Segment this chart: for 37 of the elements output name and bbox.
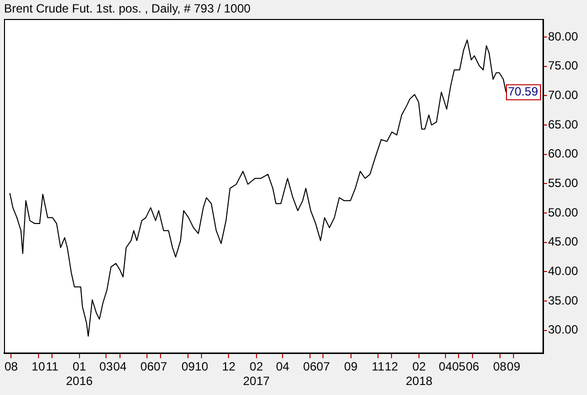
x-tick-label: 02 2018 <box>406 360 433 388</box>
y-tick-label: 75.00 <box>548 58 578 73</box>
y-tick-label: 70.00 <box>548 88 578 102</box>
x-tick-label: 07 <box>316 360 330 374</box>
x-tick-label: 10 <box>194 360 208 374</box>
x-tick-label: 08 <box>493 360 507 374</box>
x-tick-label: 04 <box>276 360 290 374</box>
x-tick-label: 11 <box>46 360 59 374</box>
x-tick-label: 02 2017 <box>242 360 270 388</box>
x-tick-label: 05 <box>452 360 466 374</box>
x-tick-label: 09 <box>506 360 521 374</box>
x-tick-label: 01 2016 <box>66 360 94 388</box>
x-tick-label: 09 <box>181 360 196 374</box>
x-tick-label: 09 <box>344 360 358 374</box>
y-tick-label: 35.00 <box>548 293 578 308</box>
x-tick-label: 03 <box>99 360 114 374</box>
y-tick-label: 55.00 <box>548 176 578 190</box>
y-tick-label: 45.00 <box>548 234 578 249</box>
x-tick-label: 06 <box>140 360 154 374</box>
x-tick-label: 11 <box>372 360 385 374</box>
y-tick-label: 80.00 <box>548 29 578 44</box>
x-tick-label: 06 <box>466 360 480 374</box>
x-tick-label: 04 <box>113 360 127 374</box>
x-tick-label: 12 <box>384 360 398 374</box>
y-tick-label: 65.00 <box>548 117 578 132</box>
x-tick-label: 04 <box>438 360 452 374</box>
x-tick-label: 06 <box>303 360 317 374</box>
x-tick-label: 10 <box>32 360 46 374</box>
x-tick-label: 08 <box>4 360 18 374</box>
y-tick-label: 50.00 <box>548 205 578 220</box>
y-tick-label: 60.00 <box>548 146 578 161</box>
y-tick-label: 30.00 <box>548 322 578 337</box>
x-tick-label: 12 <box>222 360 236 374</box>
annotation: 70.59 <box>508 84 538 99</box>
chart-title: Brent Crude Fut. 1st. pos. , Daily, # 793 / 1000 <box>4 2 251 16</box>
x-tick-label: 07 <box>154 360 168 374</box>
y-tick-label: 40.00 <box>548 264 578 278</box>
